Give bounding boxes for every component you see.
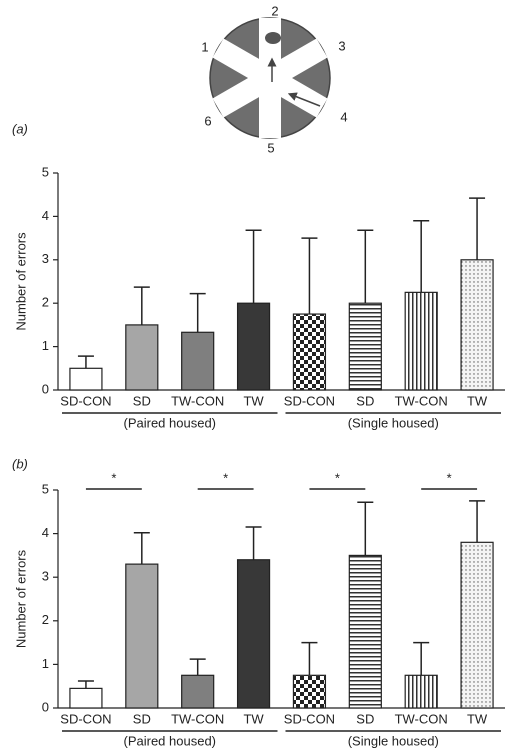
- arm-label: 5: [267, 140, 274, 155]
- x-tick-label: SD: [356, 711, 374, 726]
- arm-label: 3: [338, 38, 345, 53]
- x-tick-label: TW-CON: [171, 393, 224, 408]
- arm-label: 6: [204, 113, 211, 128]
- group-label: (Paired housed): [124, 733, 217, 748]
- significance-mark: *: [223, 470, 228, 485]
- arm-label: 1: [201, 39, 208, 54]
- panel-label: (b): [12, 456, 28, 471]
- bar: [293, 675, 325, 708]
- significance-mark: *: [111, 470, 116, 485]
- x-tick-label: TW-CON: [171, 711, 224, 726]
- y-tick-label: 4: [42, 525, 49, 540]
- bar: [461, 542, 493, 708]
- bar: [349, 303, 381, 390]
- arm-label: 4: [340, 109, 347, 124]
- x-tick-label: SD-CON: [60, 393, 111, 408]
- bar: [182, 675, 214, 708]
- x-tick-label: SD-CON: [284, 711, 335, 726]
- significance-mark: *: [447, 470, 452, 485]
- y-tick-label: 1: [42, 338, 49, 353]
- x-tick-label: TW-CON: [395, 393, 448, 408]
- bar: [238, 303, 270, 390]
- x-tick-label: SD: [133, 393, 151, 408]
- group-label: (Paired housed): [124, 415, 217, 430]
- figure: 1 2 3 4 5 6 (a) Number of errors 0 1 2 3 4 5 SD-CON SD T…: [0, 0, 513, 753]
- y-tick-label: 0: [42, 381, 49, 396]
- y-axis-title: Number of errors: [13, 232, 28, 331]
- bar: [349, 555, 381, 708]
- y-tick-label: 5: [42, 481, 49, 496]
- y-tick-label: 2: [42, 612, 49, 627]
- x-tick-label: TW: [467, 393, 488, 408]
- group-label: (Single housed): [348, 415, 439, 430]
- y-tick-label: 0: [42, 699, 49, 714]
- y-tick-label: 3: [42, 251, 49, 266]
- maze-diagram: [210, 18, 330, 138]
- y-tick-label: 3: [42, 569, 49, 584]
- x-tick-label: TW: [243, 711, 264, 726]
- arm-label: 2: [271, 3, 278, 18]
- x-tick-label: TW: [243, 393, 264, 408]
- y-tick-label: 2: [42, 295, 49, 310]
- x-tick-label: TW: [467, 711, 488, 726]
- panel-label: (a): [12, 121, 28, 136]
- bar: [70, 688, 102, 708]
- group-label: (Single housed): [348, 733, 439, 748]
- y-axis-title: Number of errors: [13, 549, 28, 648]
- bar: [70, 368, 102, 390]
- x-tick-label: SD: [356, 393, 374, 408]
- y-tick-label: 1: [42, 656, 49, 671]
- x-tick-label: SD-CON: [284, 393, 335, 408]
- y-tick-label: 5: [42, 164, 49, 179]
- bar: [182, 332, 214, 390]
- bar: [405, 292, 437, 390]
- bar: [238, 560, 270, 708]
- y-tick-label: 4: [42, 208, 49, 223]
- x-tick-label: TW-CON: [395, 711, 448, 726]
- x-tick-label: SD-CON: [60, 711, 111, 726]
- bar: [126, 325, 158, 390]
- bar: [405, 675, 437, 708]
- x-tick-label: SD: [133, 711, 151, 726]
- bar: [293, 314, 325, 390]
- bar: [126, 564, 158, 708]
- bar: [461, 260, 493, 390]
- significance-mark: *: [335, 470, 340, 485]
